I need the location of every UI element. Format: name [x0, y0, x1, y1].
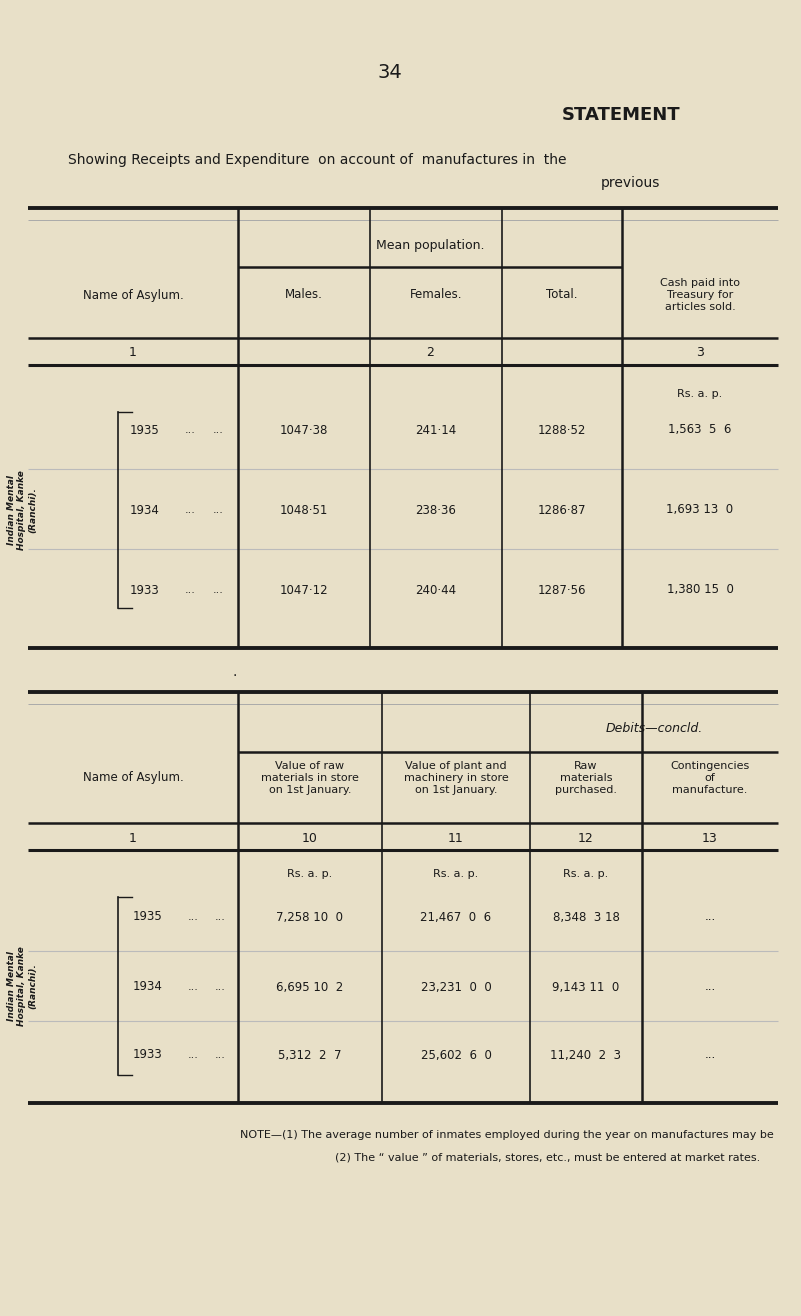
Text: (2) The “ value ” of materials, stores, etc., must be entered at market rates.: (2) The “ value ” of materials, stores, … — [300, 1153, 760, 1163]
Text: 241·14: 241·14 — [416, 424, 457, 437]
Text: ...: ... — [184, 586, 195, 595]
Text: 1,380 15  0: 1,380 15 0 — [666, 583, 734, 596]
Text: Raw
materials
purchased.: Raw materials purchased. — [555, 762, 617, 795]
Text: ...: ... — [187, 1050, 199, 1059]
Text: 34: 34 — [377, 62, 402, 82]
Text: Cash paid into
Treasury for
articles sold.: Cash paid into Treasury for articles sol… — [660, 279, 740, 312]
Text: ...: ... — [184, 425, 195, 436]
Text: ...: ... — [215, 1050, 225, 1059]
Text: NOTE—(1) The average number of inmates employed during the year on manufactures : NOTE—(1) The average number of inmates e… — [240, 1130, 774, 1140]
Text: .: . — [233, 665, 237, 679]
Text: ...: ... — [184, 505, 195, 515]
Text: 13: 13 — [702, 832, 718, 845]
Text: 8,348  3 18: 8,348 3 18 — [553, 911, 619, 924]
Text: 11,240  2  3: 11,240 2 3 — [550, 1049, 622, 1062]
Text: Mean population.: Mean population. — [376, 238, 485, 251]
Text: ...: ... — [212, 586, 223, 595]
Text: Debits—concld.: Debits—concld. — [606, 721, 702, 734]
Text: 1933: 1933 — [133, 1049, 163, 1062]
Text: 5,312  2  7: 5,312 2 7 — [278, 1049, 342, 1062]
Text: Indian Mental
Hospital, Kanke
(Ranchi).: Indian Mental Hospital, Kanke (Ranchi). — [7, 946, 37, 1026]
Text: Showing Receipts and Expenditure  on account of  manufactures in  the: Showing Receipts and Expenditure on acco… — [68, 153, 566, 167]
Text: 1288·52: 1288·52 — [537, 424, 586, 437]
Text: 23,231  0  0: 23,231 0 0 — [421, 980, 491, 994]
Text: 1934: 1934 — [130, 504, 160, 516]
Text: 1: 1 — [129, 346, 137, 359]
Text: 2: 2 — [426, 346, 434, 359]
Text: Name of Asylum.: Name of Asylum. — [83, 771, 183, 784]
Text: 11: 11 — [448, 832, 464, 845]
Text: ...: ... — [215, 912, 225, 923]
Text: 12: 12 — [578, 832, 594, 845]
Text: previous: previous — [601, 176, 660, 190]
Text: 1287·56: 1287·56 — [537, 583, 586, 596]
Text: ...: ... — [704, 980, 715, 994]
Text: 1,693 13  0: 1,693 13 0 — [666, 504, 734, 516]
Text: 6,695 10  2: 6,695 10 2 — [276, 980, 344, 994]
Text: Females.: Females. — [410, 288, 462, 301]
Text: Rs. a. p.: Rs. a. p. — [433, 869, 479, 879]
Text: 1048·51: 1048·51 — [280, 504, 328, 516]
Text: Value of raw
materials in store
on 1st January.: Value of raw materials in store on 1st J… — [261, 762, 359, 795]
Text: Rs. a. p.: Rs. a. p. — [678, 390, 723, 399]
Text: ...: ... — [704, 911, 715, 924]
Text: Value of plant and
machinery in store
on 1st January.: Value of plant and machinery in store on… — [404, 762, 509, 795]
Text: 3: 3 — [696, 346, 704, 359]
Text: ...: ... — [704, 1049, 715, 1062]
Text: Rs. a. p.: Rs. a. p. — [288, 869, 332, 879]
Text: 1935: 1935 — [133, 911, 163, 924]
Text: 7,258 10  0: 7,258 10 0 — [276, 911, 344, 924]
Text: ...: ... — [187, 912, 199, 923]
Text: Indian Mental
Hospital, Kanke
(Ranchi).: Indian Mental Hospital, Kanke (Ranchi). — [7, 470, 37, 550]
Text: Contingencies
of
manufacture.: Contingencies of manufacture. — [670, 762, 750, 795]
Text: 1286·87: 1286·87 — [537, 504, 586, 516]
Text: STATEMENT: STATEMENT — [562, 107, 680, 124]
Text: 238·36: 238·36 — [416, 504, 457, 516]
Text: 1,563  5  6: 1,563 5 6 — [668, 424, 731, 437]
Text: ...: ... — [212, 425, 223, 436]
Text: 9,143 11  0: 9,143 11 0 — [553, 980, 620, 994]
Text: ...: ... — [212, 505, 223, 515]
Text: Name of Asylum.: Name of Asylum. — [83, 288, 183, 301]
Text: 25,602  6  0: 25,602 6 0 — [421, 1049, 492, 1062]
Text: 1047·38: 1047·38 — [280, 424, 328, 437]
Text: 240·44: 240·44 — [416, 583, 457, 596]
Text: Males.: Males. — [285, 288, 323, 301]
Text: 1934: 1934 — [133, 980, 163, 994]
Text: 21,467  0  6: 21,467 0 6 — [421, 911, 492, 924]
Text: 1933: 1933 — [130, 583, 160, 596]
Text: Total.: Total. — [546, 288, 578, 301]
Text: ...: ... — [215, 982, 225, 992]
Text: 10: 10 — [302, 832, 318, 845]
Text: 1047·12: 1047·12 — [280, 583, 328, 596]
Text: 1935: 1935 — [130, 424, 160, 437]
Text: Rs. a. p.: Rs. a. p. — [563, 869, 609, 879]
Text: 1: 1 — [129, 832, 137, 845]
Text: ...: ... — [187, 982, 199, 992]
